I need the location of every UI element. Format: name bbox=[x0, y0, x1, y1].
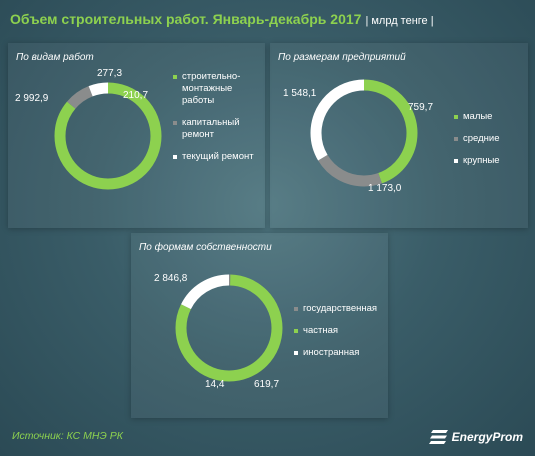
chart-panel-work-types: По видам работ 2 992,9 277,3 210,7 строи… bbox=[8, 43, 265, 228]
legend-item-private: частная bbox=[294, 325, 377, 337]
chart-title: По размерам предприятий bbox=[278, 52, 406, 63]
donut-chart-ownership bbox=[175, 274, 283, 382]
legend-item-construction: строительно- монтажные работы bbox=[173, 71, 254, 107]
donut-slice-2 bbox=[310, 79, 418, 187]
legend-swatch bbox=[454, 159, 458, 163]
donut-slice-3 bbox=[54, 82, 162, 190]
chart-panel-ownership: По формам собственности 14,4 2 846,8 619… bbox=[131, 233, 388, 418]
value-label-small: 1 548,1 bbox=[283, 88, 317, 99]
donut-chart-enterprise-size bbox=[310, 79, 418, 187]
legend: строительно- монтажные работы капитальны… bbox=[173, 71, 254, 163]
legend-item-large: крупные bbox=[454, 155, 500, 167]
chart-title: По видам работ bbox=[16, 52, 94, 63]
donut-slice-2 bbox=[175, 274, 283, 382]
source-note: Источник: КС МНЭ РК bbox=[12, 430, 123, 442]
legend-swatch bbox=[173, 75, 177, 79]
value-label-current-repair: 210,7 bbox=[123, 90, 149, 101]
legend: государственная частная иностранная bbox=[294, 303, 377, 359]
legend-item-small: малые bbox=[454, 111, 500, 123]
logo-text: EnergyProm bbox=[451, 430, 523, 444]
legend-item-medium: средние bbox=[454, 133, 500, 145]
chart-title: По формам собственности bbox=[139, 242, 272, 253]
logo-mark-icon bbox=[428, 430, 448, 444]
value-label-capital-repair: 277,3 bbox=[97, 68, 123, 79]
legend-swatch bbox=[173, 155, 177, 159]
energyprom-logo: EnergyProm bbox=[428, 427, 523, 447]
legend-item-state: государственная bbox=[294, 303, 377, 315]
legend-swatch bbox=[173, 121, 177, 125]
donut-slice-3 bbox=[310, 79, 418, 187]
legend-item-capital-repair: капитальный ремонт bbox=[173, 117, 254, 141]
value-label-medium: 759,7 bbox=[408, 102, 434, 113]
legend-item-foreign: иностранная bbox=[294, 347, 377, 359]
legend-swatch bbox=[294, 351, 298, 355]
chart-panel-enterprise-size: По размерам предприятий 1 548,1 759,7 1 … bbox=[270, 43, 528, 228]
value-label-large: 1 173,0 bbox=[368, 183, 402, 194]
legend-swatch bbox=[454, 115, 458, 119]
legend-swatch bbox=[294, 329, 298, 333]
title-text: Объем строительных работ. Январь-декабрь… bbox=[10, 11, 362, 27]
page-title: Объем строительных работ. Январь-декабрь… bbox=[10, 11, 434, 27]
value-label-construction: 2 992,9 bbox=[15, 93, 49, 104]
legend-swatch bbox=[294, 307, 298, 311]
legend-item-current-repair: текущий ремонт bbox=[173, 151, 254, 163]
donut-chart-work-types bbox=[54, 82, 162, 190]
legend-swatch bbox=[454, 137, 458, 141]
value-label-private: 2 846,8 bbox=[154, 273, 188, 284]
title-unit: | млрд тенге | bbox=[365, 15, 434, 27]
donut-slice-3 bbox=[175, 274, 283, 382]
legend: малые средние крупные bbox=[454, 111, 500, 167]
value-label-state: 14,4 bbox=[205, 379, 225, 390]
value-label-foreign: 619,7 bbox=[254, 379, 280, 390]
